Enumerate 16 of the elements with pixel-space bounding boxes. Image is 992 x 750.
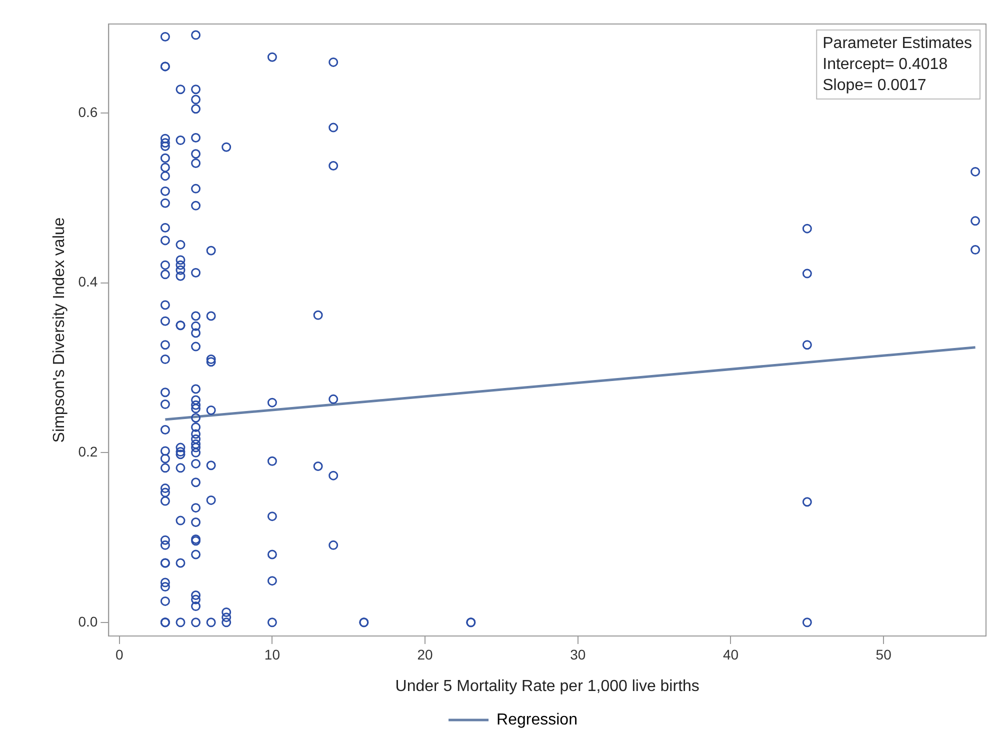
y-tick-label: 0.2 bbox=[78, 444, 98, 460]
annotation: Parameter Estimates bbox=[822, 34, 972, 52]
y-axis-title: Simpson's Diversity Index value bbox=[51, 217, 68, 443]
annotation: Slope= 0.0017 bbox=[822, 76, 926, 94]
x-tick-label: 20 bbox=[417, 646, 434, 662]
annotation: Intercept= 0.4018 bbox=[822, 56, 948, 73]
x-tick-label: 50 bbox=[876, 646, 892, 662]
x-tick-label: 30 bbox=[570, 646, 586, 662]
legend-label: Regression bbox=[496, 711, 578, 728]
y-tick-label: 0.6 bbox=[78, 104, 98, 120]
x-tick-label: 40 bbox=[722, 646, 739, 662]
x-tick-label: 10 bbox=[264, 646, 280, 662]
y-tick-label: 0.4 bbox=[78, 274, 98, 290]
x-axis-title: Under 5 Mortality Rate per 1,000 live births bbox=[395, 678, 700, 695]
y-tick-label: 0.0 bbox=[78, 613, 98, 630]
x-tick-label: 0 bbox=[115, 646, 124, 662]
